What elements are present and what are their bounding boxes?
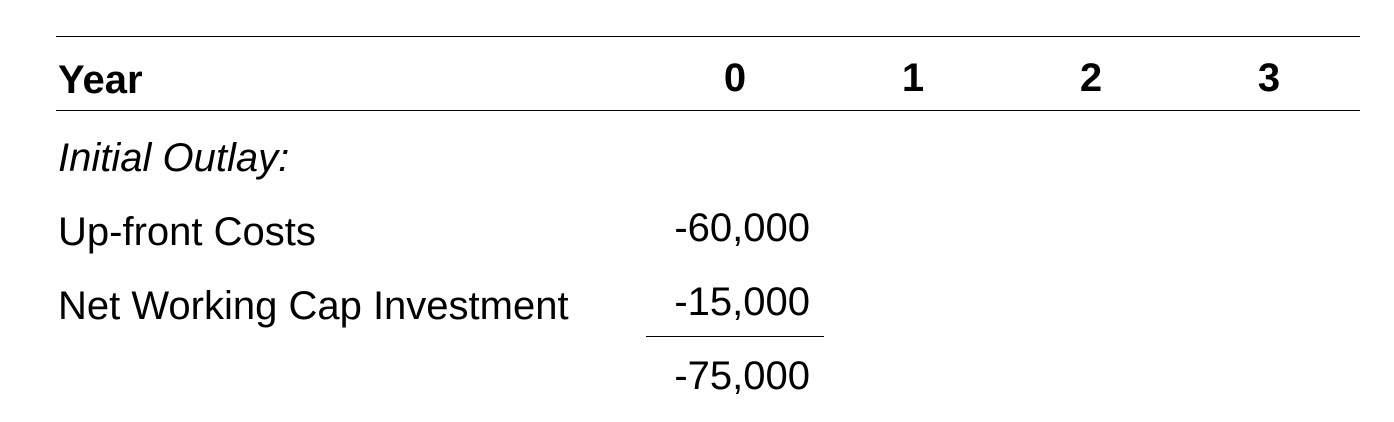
section-title-initial-outlay: Initial Outlay:: [58, 136, 290, 180]
top-rule: [56, 36, 1360, 37]
period-0-header: 0: [723, 56, 747, 100]
period-2-header: 2: [1079, 56, 1103, 100]
period-1-header: 1: [901, 56, 925, 100]
row-value-up-front-costs-year0: -60,000: [674, 206, 810, 250]
subtotal-rule: [646, 336, 824, 337]
header-rule: [56, 110, 1360, 111]
period-3-header: 3: [1257, 56, 1281, 100]
row-label-net-working-cap: Net Working Cap Investment: [58, 284, 569, 328]
total-value-year0: -75,000: [674, 354, 810, 398]
row-value-net-working-cap-year0: -15,000: [674, 280, 810, 324]
row-label-up-front-costs: Up-front Costs: [58, 210, 316, 254]
year-header: Year: [58, 58, 143, 102]
